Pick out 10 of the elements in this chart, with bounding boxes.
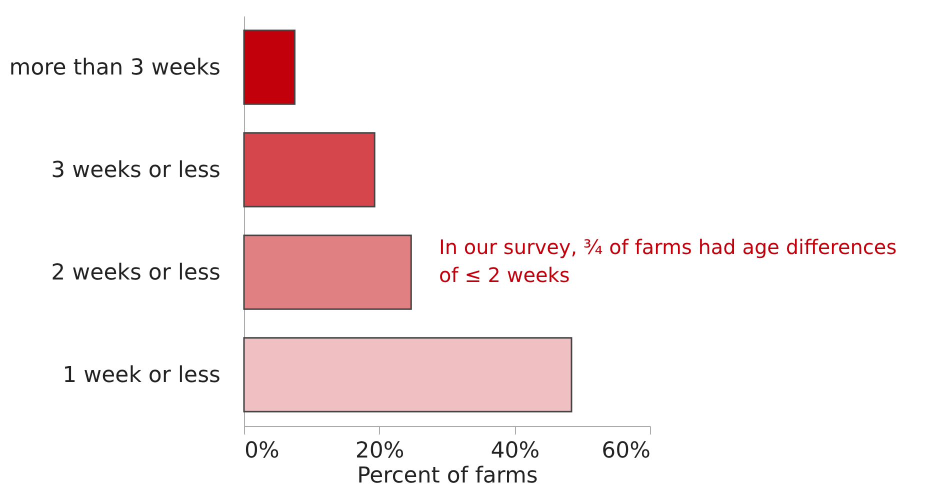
annotation: In our survey, ¾ of farms had age differences of ≤ 2 weeks — [439, 235, 897, 287]
x-tick-label: 0% — [244, 438, 280, 464]
y-tick-label: 3 weeks or less — [51, 158, 220, 183]
x-tick-label: 20% — [355, 438, 404, 464]
x-tick-label: 40% — [490, 438, 540, 464]
x-axis-title: Percent of farms — [357, 464, 538, 488]
x-tick-label: 60% — [602, 438, 650, 464]
y-tick-label: 1 week or less — [62, 362, 220, 388]
y-tick-label: 2 weeks or less — [51, 260, 220, 286]
y-tick-label: more than 3 weeks — [9, 55, 220, 80]
